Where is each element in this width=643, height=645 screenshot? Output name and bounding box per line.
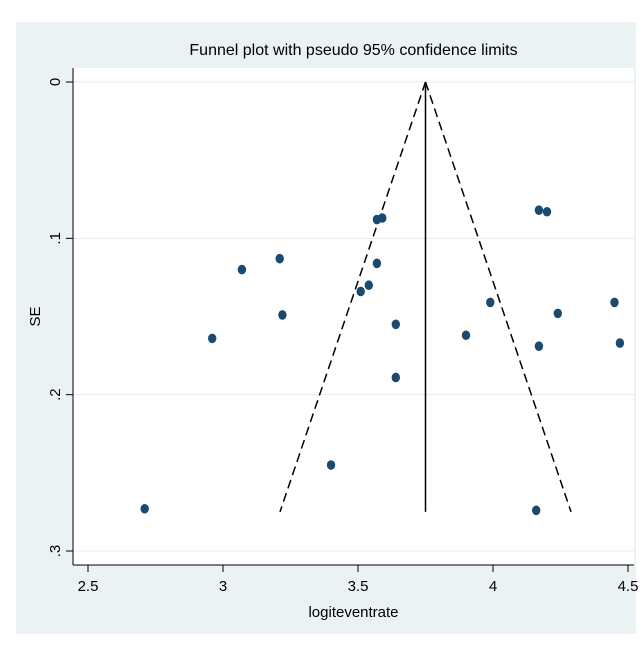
data-point (542, 206, 552, 217)
x-tick-label: 2.5 (78, 578, 99, 595)
data-point (356, 286, 365, 297)
data-point (372, 258, 382, 269)
data-point (208, 333, 217, 344)
data-point (391, 372, 400, 383)
upper-confidence-limit (424, 81, 572, 513)
chart-title: Funnel plot with pseudo 95% confidence l… (189, 42, 517, 59)
y-tick-label: 0 (47, 78, 64, 86)
axes: 2.5 3 3.5 4 4.5 0 .1 .2 .3 (47, 68, 638, 595)
data-point (534, 341, 544, 352)
x-tick-label: 4.5 (618, 578, 639, 595)
data-point (364, 280, 373, 291)
x-tick-label: 4 (489, 578, 497, 595)
data-point (237, 264, 247, 275)
data-point (553, 308, 562, 319)
y-tick-label: .1 (47, 232, 64, 245)
data-point (534, 205, 544, 215)
data-point (275, 253, 284, 264)
y-tick-label: .2 (47, 388, 64, 401)
data-point (278, 310, 287, 320)
y-axis-title: SE (27, 306, 44, 326)
y-tick-label: .3 (47, 545, 64, 558)
x-axis-title: logiteventrate (308, 604, 398, 621)
data-point (615, 338, 625, 348)
data-point (391, 319, 400, 330)
data-point (140, 503, 149, 514)
x-tick-label: 3 (219, 578, 227, 595)
data-point (532, 505, 541, 516)
grid-lines (73, 81, 634, 552)
funnel-lines (279, 81, 572, 513)
data-points (140, 205, 625, 516)
data-point (461, 330, 471, 341)
x-tick-label: 3.5 (348, 578, 369, 595)
data-point (378, 213, 387, 223)
plot-area (73, 68, 634, 565)
data-point (610, 297, 619, 308)
data-point (486, 297, 495, 308)
data-point (326, 460, 336, 470)
lower-confidence-limit (279, 81, 427, 513)
